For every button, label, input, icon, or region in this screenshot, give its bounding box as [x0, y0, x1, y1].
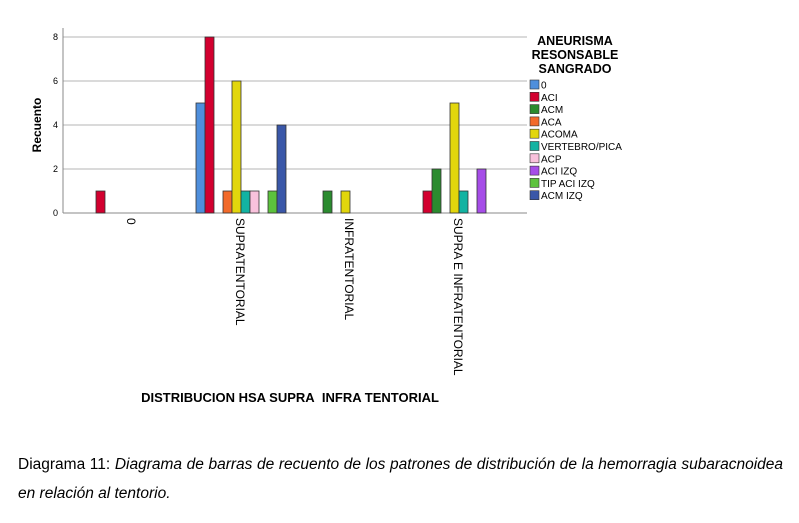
- caption-prefix: Diagrama 11:: [18, 456, 115, 473]
- legend-title: RESONSABLE: [532, 48, 619, 62]
- legend-label: ACI: [541, 93, 558, 104]
- bar: [240, 190, 251, 214]
- legend-label: VERTEBRO/PICA: [541, 142, 622, 153]
- y-tick-label: 8: [53, 32, 58, 42]
- legend-swatch: [529, 104, 540, 114]
- bar: [222, 190, 233, 214]
- y-tick-label: 6: [53, 76, 58, 86]
- bar: [95, 190, 106, 214]
- bar: [195, 102, 206, 214]
- x-tick-label: SUPRATENTORIAL: [233, 218, 247, 326]
- x-tick-label: SUPRA E INFRATENTORIAL: [451, 218, 465, 376]
- bar: [204, 36, 215, 214]
- legend-swatch: [529, 79, 540, 90]
- legend-swatch: [529, 165, 540, 176]
- y-tick-label: 4: [53, 120, 58, 130]
- x-axis-label-wrap: DISTRIBUCION HSA SUPRA_INFRA TENTORIAL: [100, 388, 480, 403]
- legend-label: ACA: [541, 117, 562, 128]
- bar: [449, 102, 460, 214]
- legend-swatch: [529, 153, 540, 164]
- bar: [322, 190, 333, 214]
- bar: [231, 80, 242, 214]
- legend-title: SANGRADO: [539, 62, 612, 76]
- bar: [476, 168, 487, 214]
- legend-swatch: [529, 178, 540, 188]
- legend-label: ACI IZQ: [541, 167, 577, 178]
- legend-swatch: [529, 190, 540, 200]
- caption-text: Diagrama de barras de recuento de los pa…: [18, 456, 784, 502]
- bar: [458, 190, 469, 214]
- figure-caption: Diagrama 11: Diagrama de barras de recue…: [18, 450, 783, 508]
- bar: [431, 168, 442, 214]
- bar: [340, 190, 351, 214]
- y-tick-label: 0: [53, 208, 58, 218]
- legend-label: ACP: [541, 154, 562, 165]
- x-axis-label: DISTRIBUCION HSA SUPRA_INFRA TENTORIAL: [141, 390, 439, 403]
- bar: [267, 190, 278, 214]
- legend-swatch: [529, 128, 540, 139]
- legend-label: 0: [541, 81, 547, 92]
- legend-title: ANEURISMA: [537, 34, 613, 48]
- y-axis-label: Recuento: [30, 98, 44, 153]
- bar: [249, 190, 260, 214]
- bar-chart: 0 2 4 6 8 Recuento 0 SUPRATENTORIAL INFRATENTORI…: [30, 28, 622, 376]
- legend-label: ACM IZQ: [541, 191, 583, 202]
- bar: [422, 190, 433, 214]
- x-tick-label: 0: [124, 218, 138, 225]
- legend-swatch: [529, 92, 540, 102]
- legend-swatch: [529, 141, 540, 151]
- legend-label: TIP ACI IZQ: [541, 179, 595, 190]
- legend-label: ACOMA: [541, 130, 578, 141]
- bar: [276, 124, 287, 214]
- x-tick-label: INFRATENTORIAL: [342, 218, 356, 321]
- legend-swatch: [529, 116, 540, 127]
- y-tick-label: 2: [53, 164, 58, 174]
- legend-label: ACM: [541, 105, 563, 116]
